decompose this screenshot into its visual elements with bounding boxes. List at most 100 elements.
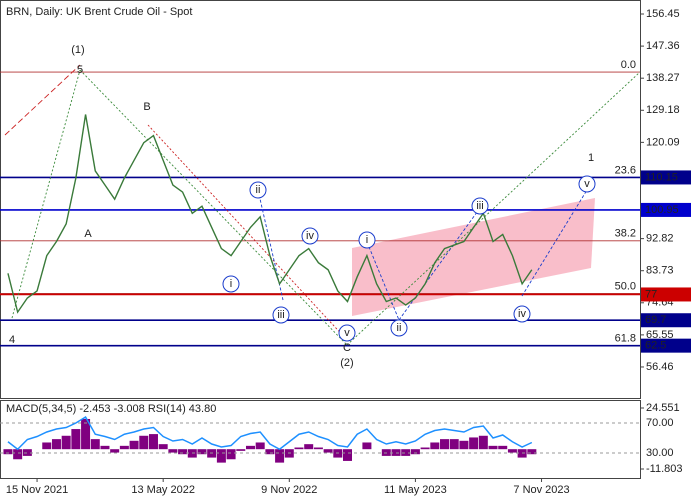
wave-label: 4 <box>9 334 15 346</box>
macd-bar <box>449 439 459 450</box>
wave-label: v <box>584 178 590 190</box>
fib-label: 50.0 <box>615 280 636 292</box>
macd-bar <box>22 449 32 456</box>
wave-circle <box>272 306 290 324</box>
y-tick-label: 138.27 <box>646 72 680 84</box>
y-tick-label: 83.73 <box>646 265 674 277</box>
level-label: 110.15 <box>645 171 678 183</box>
x-tick-label: 15 Nov 2021 <box>6 484 68 496</box>
macd-bar <box>304 444 314 450</box>
level-label: 100.95 <box>645 204 679 216</box>
wave-label: 1 <box>588 152 594 164</box>
y-tick-label: 147.36 <box>646 40 680 52</box>
macd-tick-label: 24.551 <box>646 402 680 414</box>
macd-bar <box>178 449 188 455</box>
macd-bar <box>226 449 236 460</box>
macd-bar <box>469 437 479 450</box>
wave-label: v <box>344 327 350 339</box>
level-label: 62.5 <box>645 340 666 352</box>
wave-label: i <box>230 278 232 290</box>
macd-bar <box>13 449 23 460</box>
macd-bar <box>110 449 120 453</box>
wave-circle <box>249 181 267 199</box>
macd-bar <box>401 449 411 456</box>
wave-circle <box>301 227 319 245</box>
macd-bar <box>430 442 440 450</box>
wave-circle <box>358 231 376 249</box>
trend-line <box>521 189 588 297</box>
indicator-frame <box>0 400 641 479</box>
macd-bar <box>3 449 13 455</box>
rsi-tick-label: 70.00 <box>646 417 674 429</box>
macd-tick-label: -11.803 <box>646 463 683 475</box>
macd-bar <box>440 439 450 450</box>
macd-bar <box>158 444 168 450</box>
macd-bar <box>255 442 265 450</box>
x-tick-label: 11 May 2023 <box>384 484 447 496</box>
macd-bar <box>362 442 372 450</box>
y-tick-label: 129.18 <box>646 104 680 116</box>
macd-bar <box>323 449 333 453</box>
trend-line <box>11 69 81 319</box>
trend-line <box>366 241 400 321</box>
indicator-label: MACD(5,34,5) -2.453 -3.008 RSI(14) 43.80 <box>6 403 216 415</box>
wave-label: ii <box>256 184 261 196</box>
macd-bar <box>129 440 139 450</box>
y-tick-label: 156.45 <box>646 8 680 20</box>
macd-bar <box>139 435 149 450</box>
macd-bar <box>81 418 91 450</box>
level-box <box>641 202 691 217</box>
level-label: 77 <box>645 288 657 300</box>
macd-bar <box>148 434 158 450</box>
wave-circle <box>390 319 408 337</box>
macd-bar <box>236 449 246 451</box>
trend-line <box>257 189 284 301</box>
macd-bar <box>61 435 71 450</box>
macd-bar <box>51 439 61 450</box>
y-tick-label: 56.46 <box>646 361 674 373</box>
rsi-line <box>7 415 533 451</box>
macd-bar <box>498 445 508 450</box>
trend-line <box>346 71 641 346</box>
wave-circle <box>222 275 240 293</box>
channel <box>352 198 595 316</box>
wave-label: iii <box>277 309 284 321</box>
macd-bar <box>71 429 81 450</box>
wave-label: 5 <box>77 64 83 76</box>
macd-bar <box>275 449 285 463</box>
fib-label: 0.0 <box>621 59 636 71</box>
chart-title: BRN, Daily: UK Brent Crude Oil - Spot <box>6 6 192 18</box>
macd-bar <box>343 449 353 461</box>
level-box <box>641 338 691 353</box>
macd-bar <box>313 447 323 450</box>
macd-bar <box>265 449 275 455</box>
y-tick-label: 120.09 <box>646 136 680 148</box>
trend-line <box>4 64 81 136</box>
macd-bar <box>90 439 100 450</box>
macd-bar <box>197 449 207 455</box>
fib-label: 23.6 <box>615 164 636 176</box>
macd-bar <box>245 445 255 450</box>
y-tick-label: 92.82 <box>646 233 674 245</box>
price-frame <box>0 0 641 399</box>
level-box <box>641 170 691 185</box>
wave-label: A <box>84 228 92 240</box>
macd-bar <box>488 445 498 450</box>
wave-circle <box>471 197 489 215</box>
price-line <box>7 114 533 314</box>
macd-bar <box>420 447 430 450</box>
y-tick-label: 65.55 <box>646 329 674 341</box>
fib-label: 61.8 <box>615 333 636 345</box>
macd-bar <box>100 445 110 450</box>
wave-label: iii <box>476 200 483 212</box>
macd-bar <box>42 442 52 450</box>
wave-label: C <box>343 342 351 354</box>
trend-line <box>398 207 481 321</box>
wave-circle <box>513 305 531 323</box>
macd-bar <box>119 445 129 450</box>
x-tick-label: 13 May 2022 <box>131 484 195 496</box>
level-box <box>641 313 691 328</box>
x-tick-label: 7 Nov 2023 <box>513 484 569 496</box>
